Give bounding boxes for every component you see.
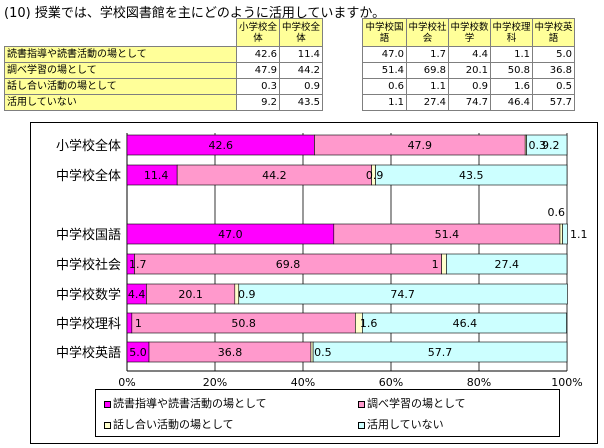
- data-label: 1: [135, 317, 142, 330]
- data-label: 69.8: [276, 258, 301, 271]
- x-tick-label: 20%: [203, 376, 227, 389]
- chart-legend: 読書指導や読書活動の場として 調べ学習の場として 話し合い活動の場として 活用し…: [95, 389, 560, 437]
- data-label: 20.1: [178, 288, 203, 301]
- col-header: 中学校国語: [362, 18, 407, 47]
- x-tick-label: 100%: [551, 376, 582, 389]
- data-label: 44.2: [262, 169, 287, 182]
- x-tick-label: 80%: [467, 376, 491, 389]
- data-label: 4.4: [128, 288, 146, 301]
- x-tick-label: 0%: [118, 376, 135, 389]
- table-cell: 9.2: [236, 94, 280, 111]
- data-label: 11.4: [144, 169, 169, 182]
- data-table: 小学校全体 中学校全体 中学校国語 中学校社会 中学校数学 中学校理科 中学校英…: [4, 18, 575, 111]
- legend-swatch: [104, 421, 111, 429]
- data-label: 0.5: [314, 346, 332, 359]
- col-header: 中学校社会: [406, 18, 449, 47]
- row-label: 調べ学習の場として: [4, 62, 237, 79]
- bar-segment: [238, 283, 568, 305]
- bar-segment: [446, 253, 568, 275]
- col-header: 中学校英語: [532, 18, 575, 47]
- category-label: 中学校理科: [56, 316, 121, 332]
- data-label: 47.0: [218, 228, 243, 241]
- data-label: 51.4: [435, 228, 460, 241]
- legend-item: 話し合い活動の場として: [104, 416, 234, 432]
- legend-swatch: [358, 400, 365, 408]
- legend-label: 読書指導や読書活動の場として: [113, 397, 267, 410]
- data-label: 36.8: [218, 346, 243, 359]
- data-label: 0.3: [529, 139, 547, 152]
- category-label: 中学校国語: [56, 227, 121, 243]
- legend-swatch: [104, 400, 111, 408]
- data-label: 50.8: [231, 317, 256, 330]
- table-row: 調べ学習の場として 47.9 44.2 51.4 69.8 20.1 50.8 …: [4, 62, 575, 79]
- data-label: 0.6: [548, 206, 566, 219]
- table-row: 活用していない 9.2 43.5 1.1 27.4 74.7 46.4 57.7: [4, 94, 575, 111]
- bar-segment: [526, 134, 568, 156]
- bar-segment: [559, 223, 563, 245]
- chart-frame: [30, 122, 598, 444]
- legend-item: 読書指導や読書活動の場として: [104, 395, 267, 411]
- bar-segment: [441, 253, 447, 275]
- x-tick-label: 40%: [291, 376, 315, 389]
- legend-swatch: [358, 421, 365, 429]
- legend-label: 話し合い活動の場として: [113, 418, 234, 431]
- data-label: 9.2: [542, 139, 560, 152]
- table-cell: 46.4: [490, 94, 533, 111]
- bar-segment: [310, 341, 314, 363]
- data-label: 57.7: [428, 346, 453, 359]
- x-tick-label: 60%: [379, 376, 403, 389]
- data-label: 1.1: [570, 228, 588, 241]
- table-cell: 57.7: [532, 94, 575, 111]
- table-header-row: 小学校全体 中学校全体 中学校国語 中学校社会 中学校数学 中学校理科 中学校英…: [5, 18, 575, 47]
- row-label: 活用していない: [4, 94, 237, 111]
- question-title: (10) 授業では、学校図書館を主にどのように活用していますか。: [4, 6, 386, 21]
- data-label: 0.9: [238, 288, 256, 301]
- data-label: 5.0: [129, 346, 147, 359]
- category-label: 中学校全体: [56, 168, 121, 184]
- legend-item: 活用していない: [358, 416, 444, 432]
- data-label: 1: [432, 258, 439, 271]
- table-row: 話し合い活動の場として 0.3 0.9 0.6 1.1 0.9 1.6 0.5: [4, 78, 575, 95]
- data-label: 0.9: [366, 169, 384, 182]
- table-cell: 43.5: [279, 94, 323, 111]
- bar-segment: [362, 312, 567, 334]
- category-label: 中学校数学: [56, 287, 121, 303]
- data-label: 43.5: [459, 169, 484, 182]
- data-label: 46.4: [453, 317, 478, 330]
- data-label: 27.4: [494, 258, 519, 271]
- data-label: 74.7: [390, 288, 415, 301]
- row-label: 話し合い活動の場として: [4, 78, 237, 95]
- col-header: 中学校数学: [448, 18, 491, 47]
- bar-segment: [312, 341, 568, 363]
- data-label: 1.7: [129, 258, 147, 271]
- legend-label: 調べ学習の場として: [367, 397, 466, 410]
- data-label: 1.6: [360, 317, 378, 330]
- data-label: 47.9: [408, 139, 433, 152]
- bar-segment: [126, 312, 133, 334]
- category-label: 小学校全体: [56, 138, 121, 154]
- col-header: 中学校理科: [490, 18, 533, 47]
- bar-segment: [375, 164, 568, 186]
- category-label: 中学校英語: [56, 345, 121, 361]
- data-label: 42.6: [208, 139, 233, 152]
- legend-label: 活用していない: [367, 418, 444, 431]
- bar-segment: [562, 223, 568, 245]
- category-label: 中学校社会: [56, 257, 121, 273]
- legend-item: 調べ学習の場として: [358, 395, 466, 411]
